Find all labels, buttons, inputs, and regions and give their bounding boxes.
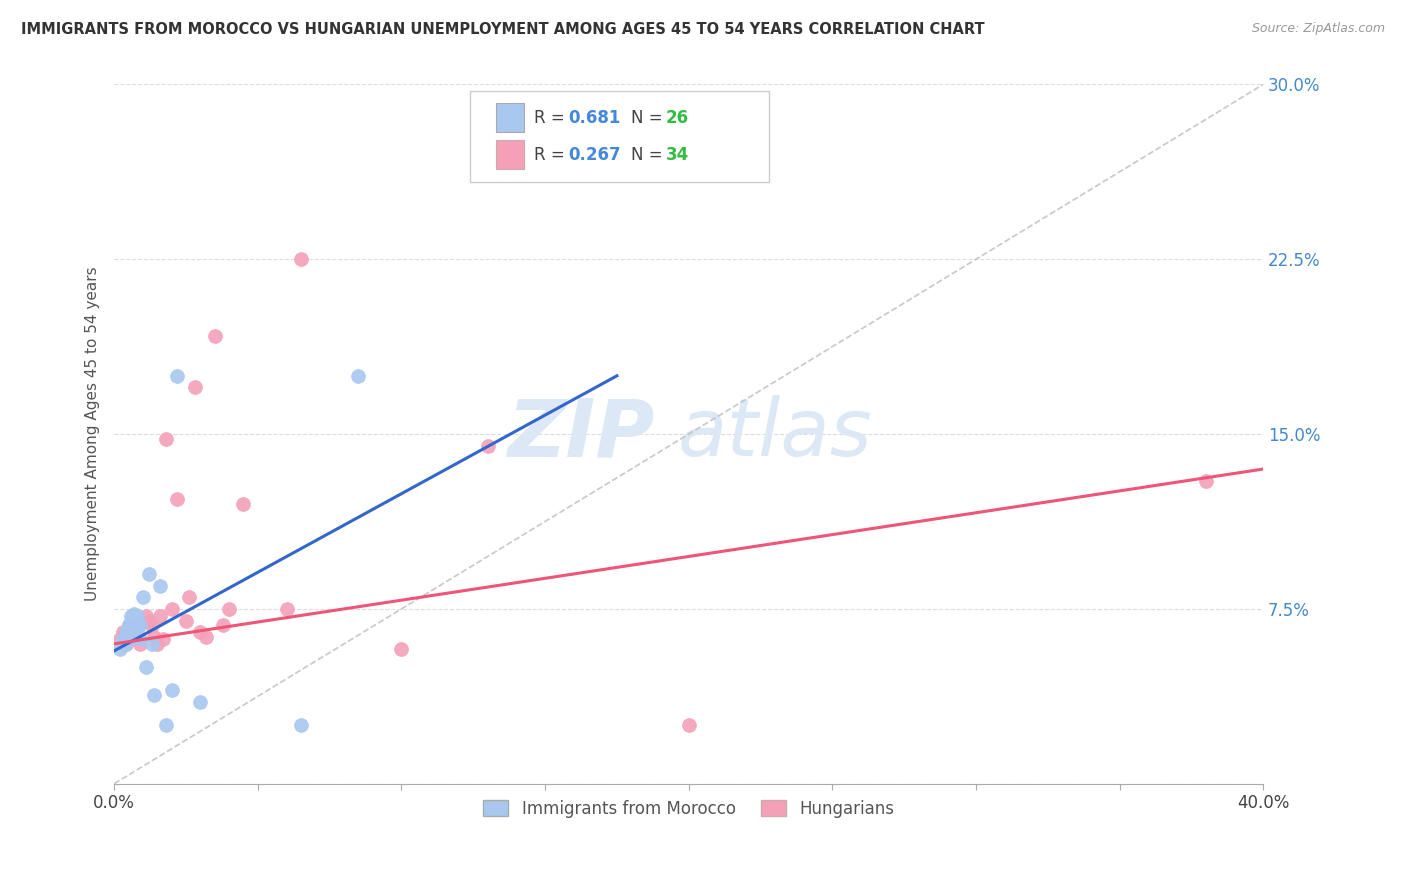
Point xyxy=(166,368,188,383)
Text: N =: N = xyxy=(631,109,668,127)
Point xyxy=(127,618,149,632)
Point xyxy=(124,607,146,621)
Text: N =: N = xyxy=(631,146,668,164)
Point xyxy=(129,637,152,651)
Point xyxy=(124,618,146,632)
Point xyxy=(149,579,172,593)
Point xyxy=(117,618,139,632)
Point xyxy=(143,688,166,702)
Text: 0.267: 0.267 xyxy=(568,146,620,164)
Point xyxy=(1195,474,1218,488)
Point xyxy=(114,637,136,651)
Point xyxy=(108,632,131,647)
Point xyxy=(204,329,226,343)
Point xyxy=(146,637,169,651)
Point xyxy=(347,368,370,383)
FancyBboxPatch shape xyxy=(471,92,769,182)
Point xyxy=(135,608,157,623)
Point xyxy=(290,252,312,267)
Y-axis label: Unemployment Among Ages 45 to 54 years: Unemployment Among Ages 45 to 54 years xyxy=(86,267,100,601)
Point xyxy=(160,683,183,698)
Point xyxy=(152,632,174,647)
Point xyxy=(127,608,149,623)
Point xyxy=(391,641,413,656)
Point xyxy=(138,566,160,581)
Point xyxy=(108,641,131,656)
Point xyxy=(166,492,188,507)
Point xyxy=(160,602,183,616)
Point xyxy=(117,625,139,640)
Point xyxy=(195,630,218,644)
Point xyxy=(477,439,499,453)
Text: atlas: atlas xyxy=(678,395,872,473)
Text: 0.681: 0.681 xyxy=(568,109,620,127)
Point xyxy=(678,718,700,732)
Point xyxy=(135,660,157,674)
Point xyxy=(129,632,152,647)
Point xyxy=(111,625,134,640)
Point xyxy=(127,625,149,640)
Point xyxy=(155,432,177,446)
Bar xyxy=(496,140,524,169)
Point xyxy=(290,718,312,732)
Point xyxy=(129,618,152,632)
Text: ZIP: ZIP xyxy=(506,395,654,473)
Point xyxy=(232,497,254,511)
Text: IMMIGRANTS FROM MOROCCO VS HUNGARIAN UNEMPLOYMENT AMONG AGES 45 TO 54 YEARS CORR: IMMIGRANTS FROM MOROCCO VS HUNGARIAN UNE… xyxy=(21,22,984,37)
Point xyxy=(120,614,142,628)
Text: 26: 26 xyxy=(665,109,689,127)
Point xyxy=(141,637,163,651)
Point xyxy=(120,608,142,623)
Text: Source: ZipAtlas.com: Source: ZipAtlas.com xyxy=(1251,22,1385,36)
Point xyxy=(149,608,172,623)
Point xyxy=(111,632,134,647)
Point xyxy=(183,380,205,394)
Point xyxy=(212,618,235,632)
Text: R =: R = xyxy=(534,109,569,127)
Point xyxy=(132,591,155,605)
Point xyxy=(141,618,163,632)
Point xyxy=(124,625,146,640)
Point xyxy=(138,614,160,628)
Point xyxy=(114,625,136,640)
Point xyxy=(276,602,298,616)
Point xyxy=(155,718,177,732)
Point xyxy=(190,695,212,709)
Point xyxy=(114,637,136,651)
Point xyxy=(120,632,142,647)
Bar xyxy=(496,103,524,132)
Point xyxy=(117,618,139,632)
Point xyxy=(177,591,200,605)
Text: 34: 34 xyxy=(665,146,689,164)
Point xyxy=(218,602,240,616)
Point xyxy=(190,625,212,640)
Point xyxy=(174,614,197,628)
Text: R =: R = xyxy=(534,146,569,164)
Point xyxy=(132,614,155,628)
Point xyxy=(143,630,166,644)
Legend: Immigrants from Morocco, Hungarians: Immigrants from Morocco, Hungarians xyxy=(477,793,901,824)
